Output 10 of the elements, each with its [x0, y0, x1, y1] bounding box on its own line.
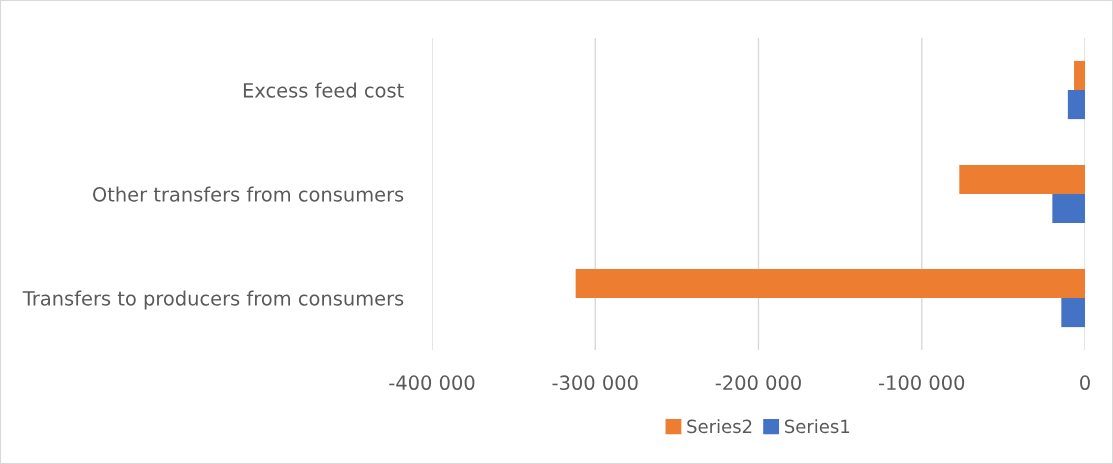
x-tick-label: -100 000	[878, 375, 965, 391]
y-tick-label: Other transfers from consumers	[93, 186, 404, 202]
y-tick-label: Transfers to producers from consumers	[22, 290, 404, 310]
legend-label: Series2	[687, 419, 752, 434]
legend-label: Series1	[784, 419, 850, 434]
x-tick-label: -300 000	[552, 375, 638, 391]
x-tick-label: -200 000	[715, 375, 801, 391]
x-tick-label: -400 000	[389, 375, 475, 391]
y-tick-label: Excess feed cost	[243, 82, 404, 98]
x-tick-label: 0	[1080, 375, 1090, 391]
